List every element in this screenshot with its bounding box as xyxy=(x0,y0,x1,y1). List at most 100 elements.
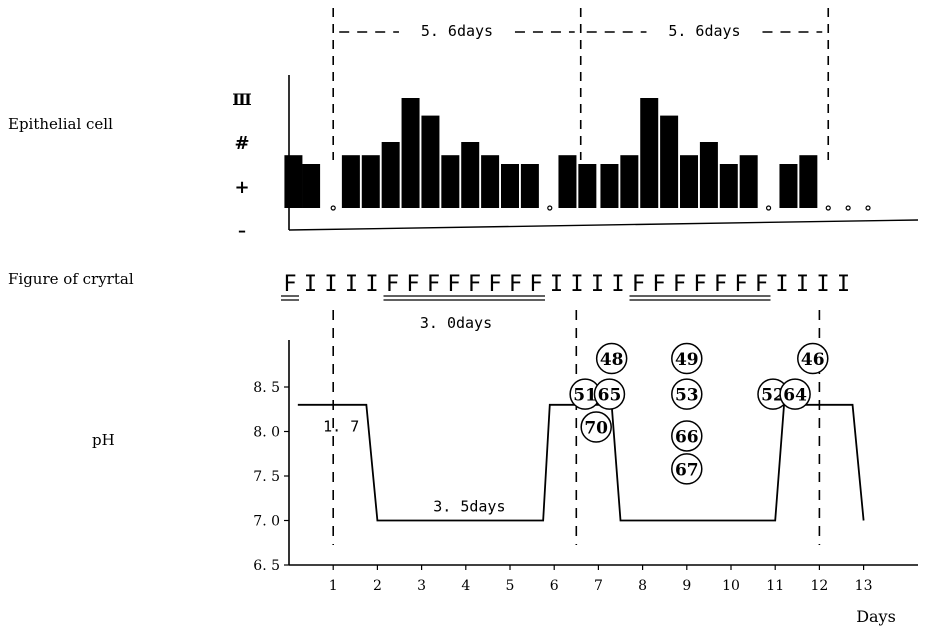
x-axis-label: Days xyxy=(856,607,896,626)
epithelial-scale-label: – xyxy=(238,221,246,240)
epithelial-zero-marker xyxy=(825,205,831,211)
circled-number: 52 xyxy=(757,378,789,410)
ph-y-tick-label: 7. 0 xyxy=(253,514,280,530)
epithelial-bar xyxy=(284,155,303,208)
crystal-letter: I xyxy=(324,272,337,297)
circled-number-text: 53 xyxy=(675,386,699,406)
circled-number-text: 64 xyxy=(783,386,807,406)
epithelial-bar xyxy=(501,164,519,208)
crystal-letter: I xyxy=(816,272,829,297)
crystal-letter: F xyxy=(283,272,296,297)
crystal-letter: I xyxy=(345,272,358,297)
epithelial-bar xyxy=(779,164,798,208)
circled-number-text: 48 xyxy=(600,350,624,370)
x-tick-label: 9 xyxy=(682,578,691,594)
circled-number-text: 52 xyxy=(761,386,785,406)
epithelial-scale-label: Ⅲ xyxy=(232,90,251,109)
crystal-letter: F xyxy=(529,272,542,297)
epithelial-bar xyxy=(421,115,440,208)
circled-number: 65 xyxy=(593,378,626,410)
epithelial-scale-label: + xyxy=(234,177,249,198)
epithelial-bar xyxy=(341,155,360,208)
cycle-span-label: 5. 6days xyxy=(668,22,740,40)
crystal-letter: F xyxy=(632,272,645,297)
circled-number-text: 46 xyxy=(801,350,825,370)
crystal-letter: I xyxy=(591,272,604,297)
crystal-letter: I xyxy=(304,272,317,297)
crystal-row-label: Figure of cryrtal xyxy=(8,270,134,288)
circled-number: 67 xyxy=(671,453,703,485)
circled-number: 66 xyxy=(671,420,703,452)
circled-number: 46 xyxy=(797,342,829,375)
ph-annotations: 1. 7 3. 5days xyxy=(323,418,505,516)
epithelial-bar xyxy=(660,115,679,208)
ph-annotation: 3. 5days xyxy=(433,498,505,516)
crystal-letter: F xyxy=(755,272,768,297)
circled-number-ring xyxy=(671,420,703,452)
x-tick-label: 8 xyxy=(638,578,647,594)
epithelial-zero-marker xyxy=(547,205,553,211)
circled-number-ring xyxy=(671,453,703,485)
x-tick-label: 3 xyxy=(417,578,426,594)
crystal-letter: F xyxy=(386,272,399,297)
ph-series-line xyxy=(297,403,865,522)
crystal-letter: F xyxy=(734,272,747,297)
epithelial-bar xyxy=(381,142,400,208)
ph-y-tick-label: 8. 5 xyxy=(253,380,280,396)
circled-number-text: 51 xyxy=(573,386,597,406)
circled-number-ring xyxy=(797,342,829,375)
epithelial-bar xyxy=(680,155,699,208)
epithelial-bar xyxy=(302,164,321,208)
x-tick-label: 5 xyxy=(506,578,515,594)
x-tick-label: 6 xyxy=(550,578,559,594)
crystal-letter: F xyxy=(652,272,665,297)
circled-number: 49 xyxy=(671,342,703,375)
ph-annotation: 1. 7 xyxy=(323,418,359,436)
epithelial-bar xyxy=(739,155,758,208)
crystal-letter: F xyxy=(673,272,686,297)
epithelial-bar xyxy=(578,164,597,208)
x-tick-label: 11 xyxy=(766,578,784,594)
crystal-letter: I xyxy=(550,272,563,297)
epithelial-zero-marker xyxy=(845,205,851,211)
epithelial-zero-marker xyxy=(330,205,336,211)
crystal-letter: F xyxy=(509,272,522,297)
x-tick-label: 2 xyxy=(373,578,382,594)
epithelial-bars xyxy=(284,98,871,211)
crystal-letter: I xyxy=(796,272,809,297)
crystal-letter: F xyxy=(427,272,440,297)
epithelial-x-axis xyxy=(288,219,919,231)
cycle-spans: 5. 6days 5. 6days xyxy=(332,8,830,160)
x-ticks: 1 2 3 4 5 6 7 8 9 10 11 12 13 xyxy=(329,565,873,594)
crystal-letter: I xyxy=(570,272,583,297)
epithelial-bar xyxy=(481,155,500,208)
circled-number: 64 xyxy=(779,378,811,410)
x-tick-label: 13 xyxy=(855,578,873,594)
epithelial-bar xyxy=(620,155,639,208)
epithelial-bar xyxy=(600,164,619,208)
circled-number-text: 66 xyxy=(675,427,699,447)
ph-dashed-markers xyxy=(332,310,821,545)
circled-number-text: 67 xyxy=(675,460,699,480)
epithelial-bar xyxy=(799,155,818,208)
epithelial-bar xyxy=(441,155,460,208)
epithelial-bar xyxy=(401,98,420,208)
epithelial-bar xyxy=(461,142,480,208)
crystal-letter: I xyxy=(775,272,788,297)
circled-number: 48 xyxy=(595,342,628,375)
crystal-letter: I xyxy=(365,272,378,297)
circled-number-ring xyxy=(671,378,703,410)
circled-number-text: 65 xyxy=(598,386,622,406)
crystal-span-label: 3. 0days xyxy=(420,314,492,332)
ph-y-ticks: 6. 5 7. 0 7. 5 8. 0 8. 5 xyxy=(253,380,289,574)
ph-y-tick-label: 8. 0 xyxy=(253,425,280,441)
circled-number-ring xyxy=(671,342,703,375)
circled-number-ring xyxy=(593,378,626,410)
crystal-letter: F xyxy=(488,272,501,297)
circled-number-ring xyxy=(580,411,612,443)
epithelial-bar xyxy=(520,164,539,208)
ph-row-label: pH xyxy=(92,431,115,449)
crystal-letter: F xyxy=(714,272,727,297)
